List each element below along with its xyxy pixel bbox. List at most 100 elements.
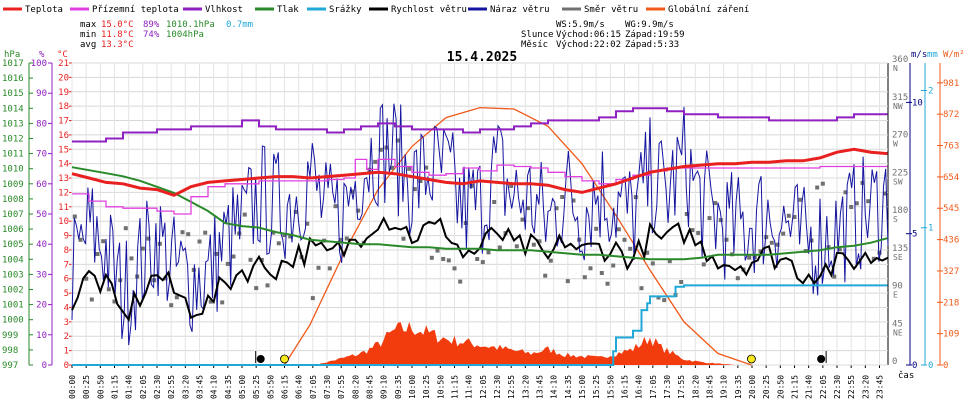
wind-direction-point — [271, 230, 276, 235]
wind-direction-point — [129, 256, 134, 261]
temperature-tick-label: 12 — [58, 188, 69, 198]
temperature-tick-label: 18 — [58, 102, 69, 112]
legend: Teplota Přízemní teplota Vlhkost Tlak Sr… — [3, 5, 749, 15]
moon-rise: Východ:22:02 — [556, 40, 621, 50]
wind-direction-point — [146, 236, 151, 241]
stats-min-temp: 11.8°C — [101, 30, 134, 40]
radiation-tick-label: 981 — [943, 79, 959, 89]
axis-unit-ms: m/s — [911, 50, 927, 60]
x-tick-label: 07:30 — [323, 375, 332, 399]
wind-direction-point — [435, 248, 440, 253]
legend-item-tlak: Tlak — [255, 5, 299, 15]
wind-direction-point — [344, 236, 349, 241]
wind-direction-point — [106, 287, 111, 292]
stats-min-press: 1004hPa — [166, 30, 204, 40]
x-tick-label: 07:05 — [309, 375, 318, 399]
gridlines — [71, 62, 889, 366]
wind-direction-point — [180, 230, 185, 235]
x-tick-label: 10:50 — [436, 375, 445, 399]
stats-max-rain: 0.7mm — [226, 20, 253, 30]
wind-direction-point — [339, 237, 344, 242]
wind-direction-point — [401, 236, 406, 241]
wind-direction-point — [599, 271, 604, 275]
wind-direction-point — [650, 261, 655, 266]
wind-direction-point — [78, 237, 83, 242]
pressure-tick-label: 1006 — [2, 225, 24, 235]
legend-label: Přízemní teplota — [92, 5, 179, 15]
pressure-tick-label: 1012 — [2, 135, 24, 145]
x-tick-label: 23:45 — [876, 375, 885, 399]
humidity-tick-label: 40 — [36, 240, 47, 250]
wind-direction-point — [854, 201, 859, 206]
wind-direction-point — [775, 242, 780, 247]
x-tick-label: 21:15 — [791, 375, 800, 399]
temperature-tick-label: 21 — [58, 59, 69, 69]
wind-direction-point — [492, 200, 497, 204]
wind-direction-point — [208, 299, 213, 304]
pressure-tick-label: 999 — [2, 331, 18, 341]
x-tick-label: 22:30 — [833, 375, 842, 399]
series-vlhkost — [72, 107, 888, 143]
wind-speed-tick-label: 10 — [912, 98, 923, 108]
wind-direction-point — [480, 260, 485, 265]
stats-avg-temp: 13.3°C — [101, 40, 134, 50]
wind-direction-point — [684, 212, 689, 216]
wind-direction-point — [225, 261, 230, 266]
x-tick-label: 11:40 — [465, 375, 474, 399]
x-tick-label: 07:55 — [337, 375, 346, 399]
axis-unit-wm2: W/m² — [943, 50, 965, 60]
axis-unit-mm: mm — [927, 50, 938, 60]
radiation-tick-label: 0 — [943, 361, 948, 371]
x-tick-label: 16:15 — [621, 375, 630, 399]
wind-direction-point — [305, 221, 310, 226]
legend-item-teplota: Teplota — [3, 5, 63, 15]
radiation-tick-label: 763 — [943, 142, 959, 152]
x-tick-label: 00:50 — [96, 375, 105, 399]
stats-max-temp: 15.0°C — [101, 20, 134, 30]
x-tick-label: 02:05 — [139, 375, 148, 399]
x-tick-label: 18:45 — [706, 375, 715, 399]
temperature-tick-label: 9 — [64, 232, 69, 242]
pressure-tick-label: 1009 — [2, 180, 24, 190]
wind-direction-point — [197, 239, 202, 244]
plot-area — [71, 103, 889, 366]
legend-label: Srážky — [329, 5, 362, 15]
wind-direction-point — [259, 257, 264, 262]
wind-direction-tick-label: 180 — [892, 206, 908, 216]
wind-direction-point — [662, 298, 667, 303]
x-tick-label: 18:20 — [691, 375, 700, 399]
radiation-tick-label: 436 — [943, 236, 959, 246]
legend-label: Vlhkost — [205, 5, 243, 15]
wind-direction-point — [543, 273, 548, 278]
wind-direction-compass-label: SE — [893, 253, 903, 262]
wind-direction-compass-label: NE — [893, 328, 903, 337]
wind-direction-point — [407, 166, 412, 171]
wind-direction-point — [101, 239, 106, 244]
stats-min-label: min — [80, 30, 96, 40]
pressure-tick-label: 998 — [2, 346, 18, 356]
moonset-icon — [256, 355, 265, 363]
wind-direction-point — [452, 266, 457, 271]
wind-direction-point — [356, 208, 361, 213]
humidity-tick-label: 10 — [36, 331, 47, 341]
moonrise-icon — [817, 355, 826, 363]
wind-direction-point — [140, 246, 145, 251]
pressure-tick-label: 1016 — [2, 74, 24, 84]
radiation-tick-label: 872 — [943, 110, 959, 120]
wind-direction-tick-label: 0 — [892, 357, 897, 367]
wind-direction-point — [645, 250, 650, 255]
wind-direction-tick-label: 225 — [892, 168, 908, 178]
wind-direction-point — [531, 242, 536, 247]
stats-max-press: 1010.1hPa — [166, 20, 215, 30]
wind-direction-point — [792, 215, 797, 219]
x-tick-label: 12:05 — [479, 375, 488, 399]
rain-tick-label: 1 — [928, 224, 933, 234]
x-tick-label: 09:10 — [380, 375, 389, 399]
x-tick-label: 19:10 — [720, 375, 729, 399]
humidity-tick-label: 90 — [36, 89, 47, 99]
wind-direction-point — [214, 251, 219, 256]
axis-unit-hpa: hPa — [4, 50, 20, 60]
pressure-tick-label: 1007 — [2, 210, 24, 220]
x-tick-label: 13:20 — [521, 375, 530, 399]
